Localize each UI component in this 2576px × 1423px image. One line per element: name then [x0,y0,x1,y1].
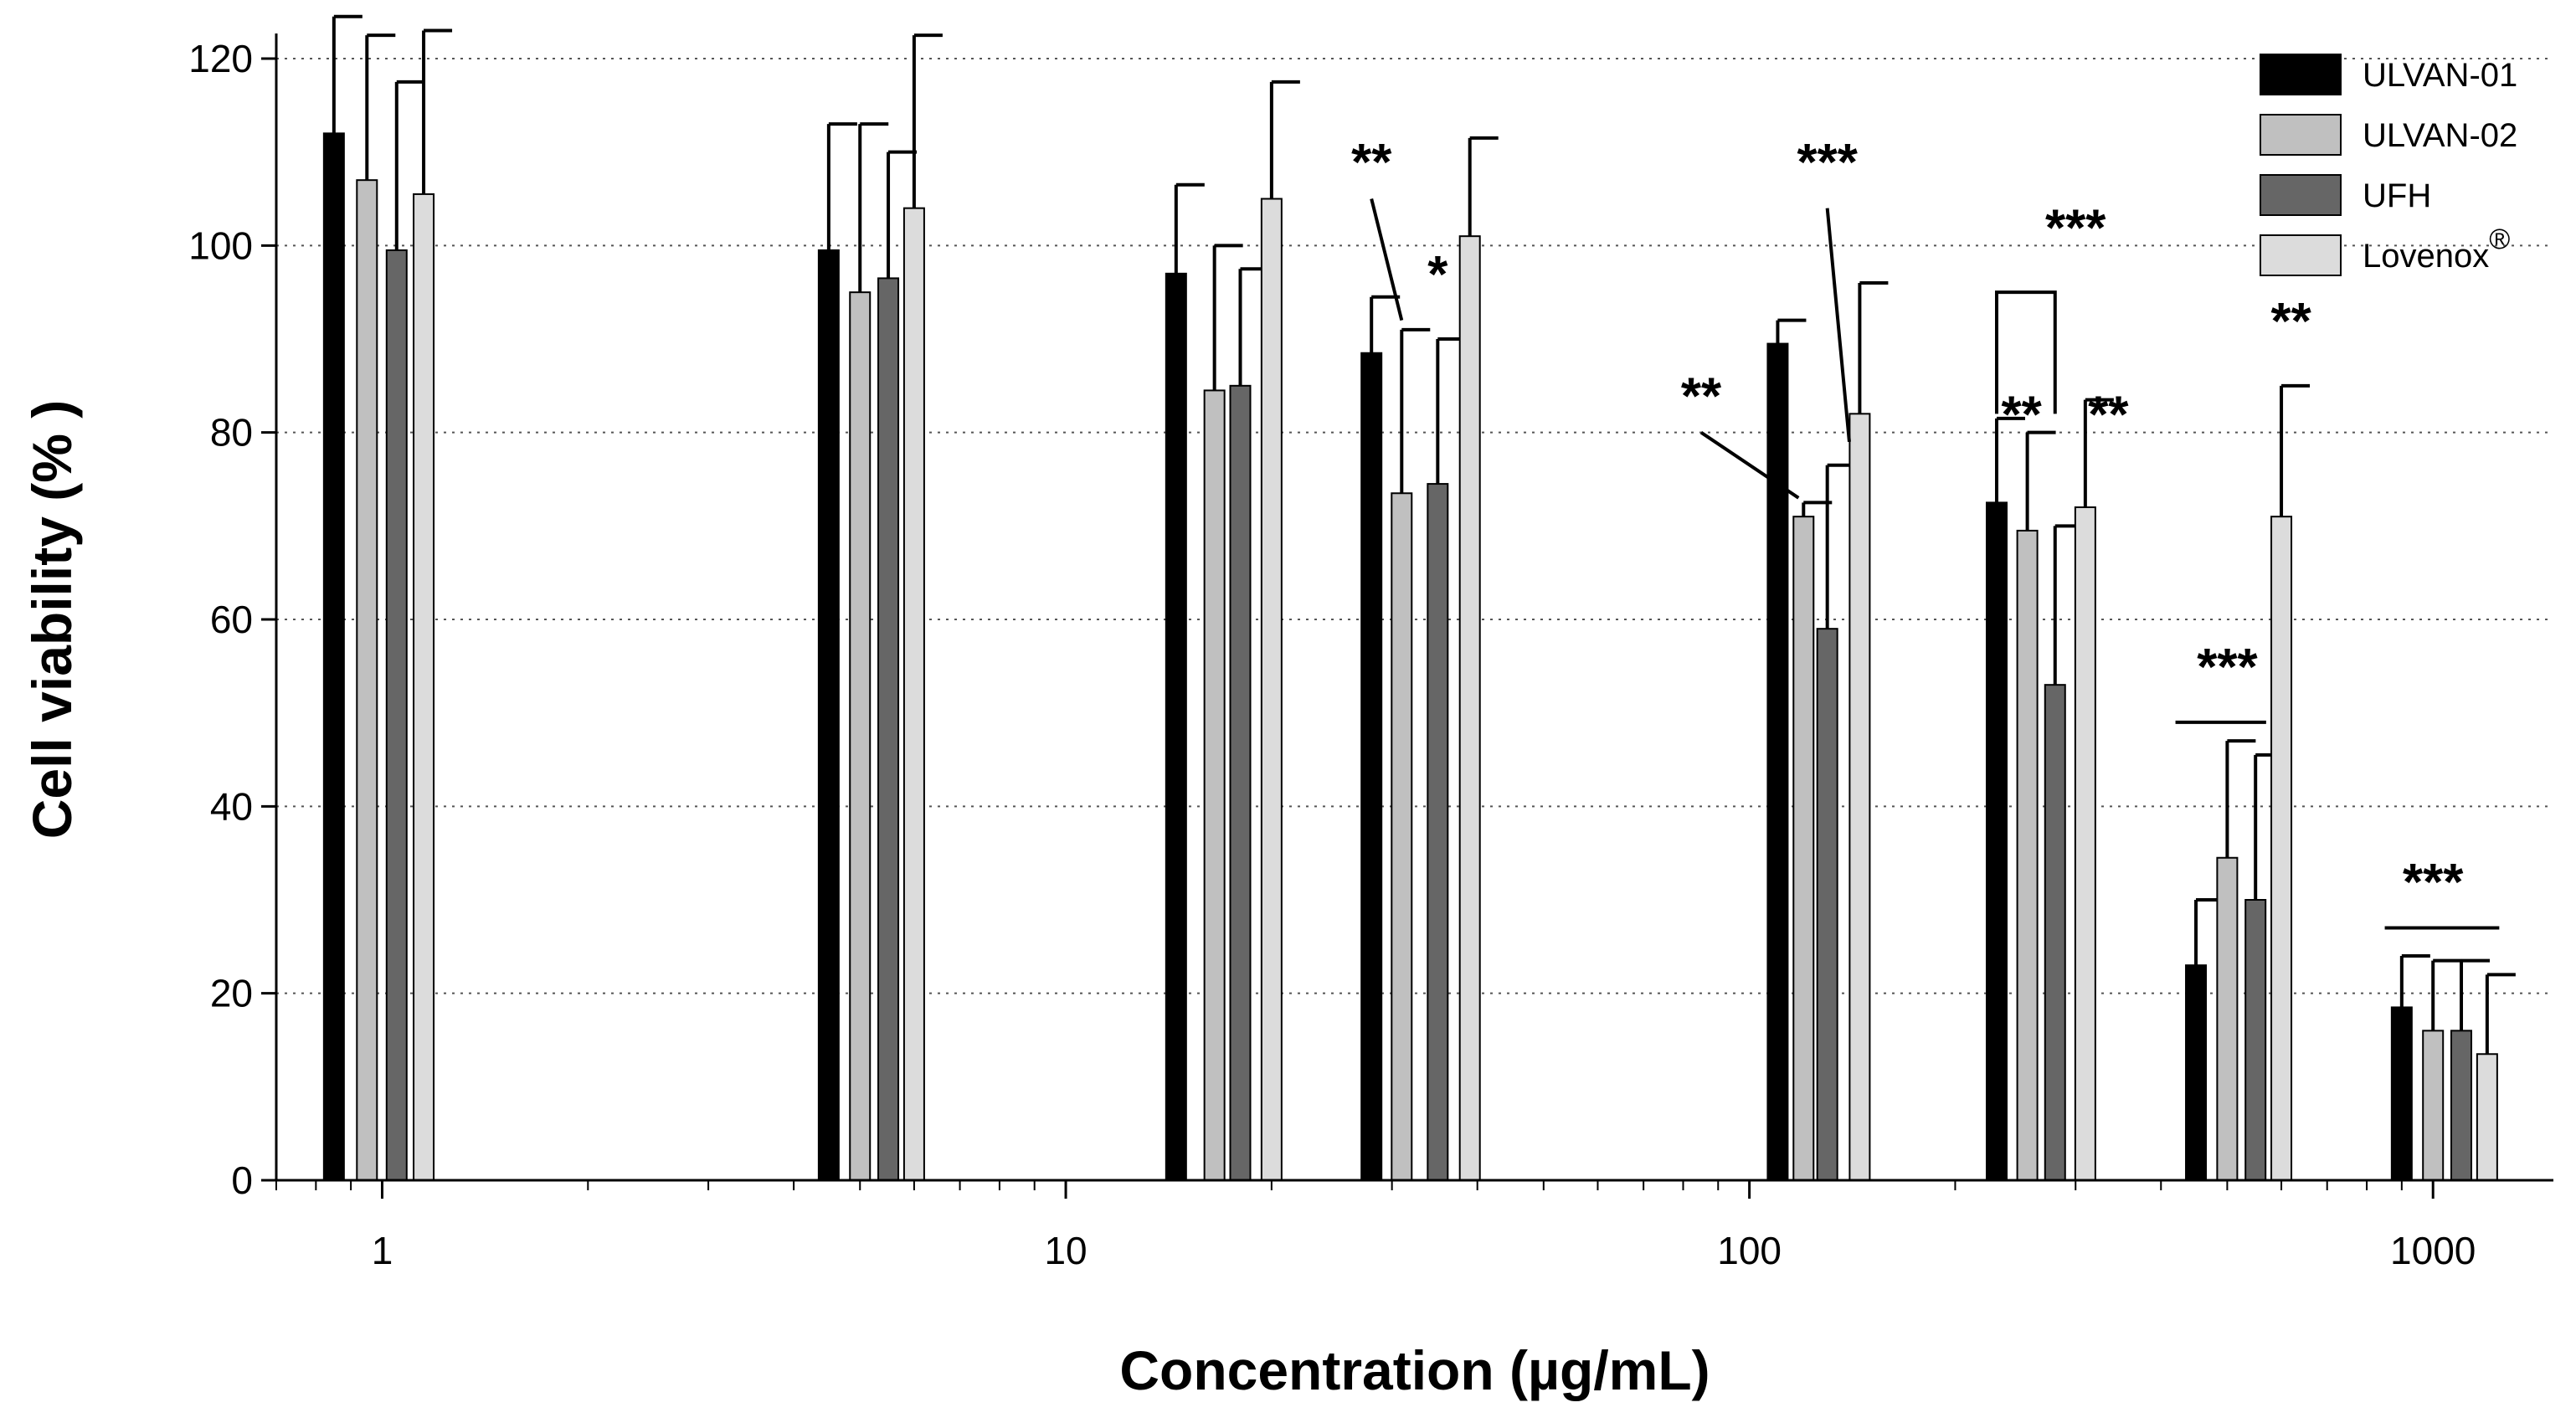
bar-lovenox-5 [2074,506,2096,1181]
bar-ulvan-01-5 [1986,501,2008,1181]
x-axis-title: Concentration (µg/mL) [1119,1339,1710,1401]
bar-lovenox-1 [902,207,925,1182]
significance-label-5: ** [2001,387,2042,444]
bar-series [322,14,2516,1182]
legend-swatch-ufh [2260,174,2342,216]
y-tick-label: 100 [188,223,253,267]
significance-label-8: ** [2271,293,2312,351]
bar-lovenox-0 [413,193,435,1182]
significance-bracket-4 [1995,290,2057,414]
bar-ufh-4 [1816,628,1838,1181]
bar-ufh-1 [877,277,900,1182]
bar-ulvan-02-6 [2216,856,2239,1181]
bar-ulvan-01-1 [817,249,840,1182]
significance-label-3: ** [1681,367,1722,425]
bar-ufh-6 [2244,899,2267,1181]
significance-label-6: ** [2088,387,2129,444]
significance-annotations: ************* ********** [1351,134,2500,930]
bar-ulvan-02-4 [1792,516,1815,1181]
bar-ufh-2 [1229,384,1252,1182]
bar-lovenox-3 [1458,235,1481,1182]
legend: ULVAN-01 ULVAN-02 UFH Lovenox® [2260,54,2517,276]
y-tick-label: 20 [210,972,253,1015]
legend-label-ufh: UFH [2363,177,2431,214]
legend-label-superscript: ® [2489,223,2510,255]
bar-ulvan-01-4 [1766,342,1789,1182]
bar-ufh-7 [2450,1030,2473,1182]
bar-ulvan-02-0 [356,179,378,1182]
bar-ulvan-02-1 [849,291,872,1182]
x-tick-label: 100 [1717,1229,1782,1272]
bar-ulvan-02-3 [1391,492,1413,1181]
significance-pointer-2 [1825,208,1851,443]
y-tick-label: 80 [210,411,253,455]
significance-pointer-3 [1699,431,1800,500]
bar-lovenox-2 [1260,198,1283,1181]
bar-lovenox-6 [2270,516,2293,1181]
y-axis-title: Cell viability (% ) [21,400,83,839]
significance-label-2: *** [1797,134,1858,192]
x-tick-label: 10 [1044,1229,1087,1272]
y-tick-label: 40 [210,784,253,828]
y-tick-label: 0 [231,1158,253,1202]
legend-label-ulvan-02: ULVAN-02 [2363,117,2517,154]
significance-label-7: *** [2197,639,2258,696]
bar-ufh-0 [385,249,408,1182]
bar-ufh-5 [2044,684,2066,1181]
bar-ulvan-01-2 [1165,272,1187,1181]
bar-ufh-3 [1427,483,1449,1181]
bar-ulvan-01-3 [1360,352,1383,1181]
x-tick-label: 1 [372,1229,393,1272]
bar-ulvan-02-7 [2422,1030,2445,1182]
bar-ulvan-02-5 [2016,529,2039,1181]
y-tick-label: 60 [210,598,253,641]
bar-ulvan-02-2 [1203,389,1226,1181]
bar-ulvan-01-7 [2390,1006,2413,1181]
significance-pointer-0 [1370,198,1404,321]
bar-ulvan-01-0 [322,132,345,1181]
significance-label-4: *** [2045,199,2106,257]
significance-label-1: * [1427,246,1448,304]
grid-lines [276,58,2553,994]
legend-label-lovenox: Lovenox® [2363,223,2510,275]
bar-ulvan-01-6 [2185,964,2208,1181]
legend-swatch-ulvan-01 [2260,54,2342,95]
x-tick-label: 1000 [2390,1229,2476,1272]
legend-label-ulvan-01: ULVAN-01 [2363,57,2517,94]
bar-lovenox-7 [2476,1053,2498,1181]
legend-swatch-ulvan-02 [2260,114,2342,156]
legend-swatch-lovenox [2260,234,2342,276]
significance-label-0: ** [1351,134,1392,192]
y-tick-label: 120 [188,37,253,80]
significance-label-9: *** [2403,854,2464,912]
bar-lovenox-4 [1848,413,1871,1182]
